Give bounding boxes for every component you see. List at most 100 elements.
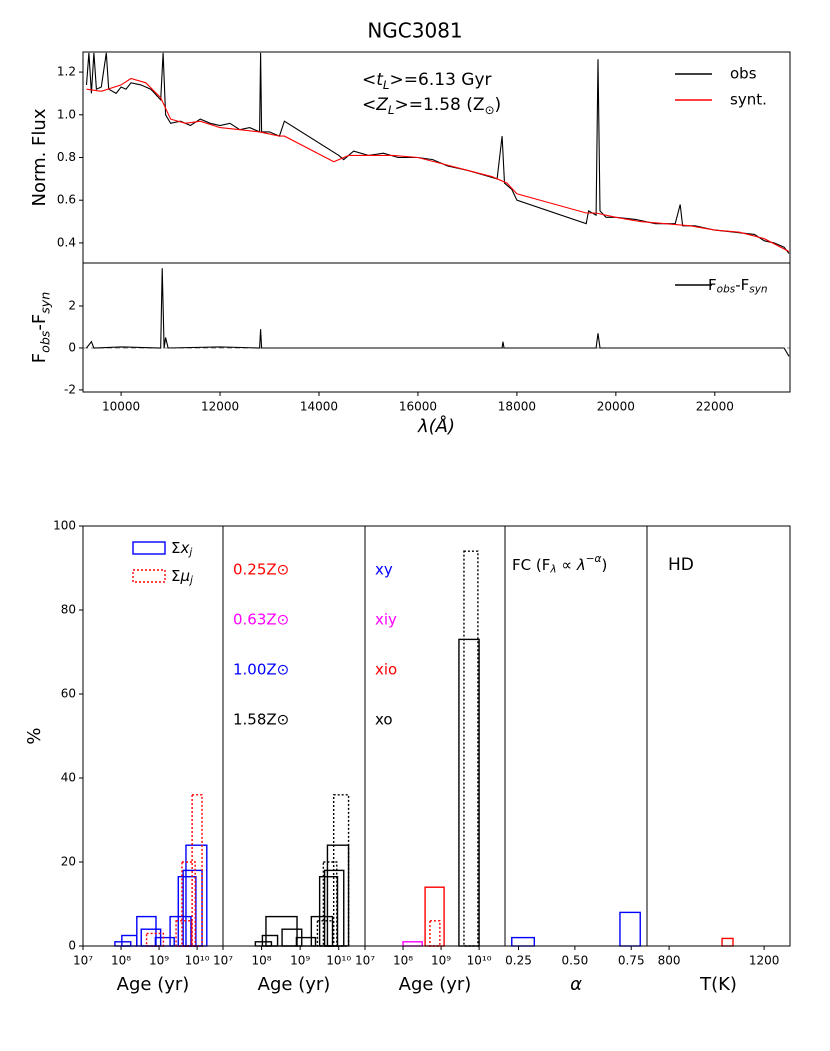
x-axis-label-part: λ(Å) (417, 415, 455, 437)
bar (424, 886, 445, 947)
legend-label-part: j (187, 547, 192, 559)
legend-label-part: -F (735, 276, 749, 294)
x-tick-label: 18000 (498, 400, 536, 414)
bar (458, 638, 480, 947)
x-tick-label: 0.75 (618, 954, 645, 968)
y-tick-label: 60 (61, 687, 76, 701)
annotation-part: < (362, 95, 376, 115)
series-line (86, 268, 790, 357)
x-axis-label: T(K) (699, 974, 737, 995)
panel-label: 0.63Z⊙ (233, 611, 289, 629)
y-axis-label-part: obs (37, 330, 52, 353)
axes-frame (364, 525, 506, 947)
legend-label: Fobs-Fsyn (708, 276, 768, 296)
panel-label: 1.00Z⊙ (233, 661, 289, 679)
axes-frame (82, 262, 791, 393)
panel-label-part: ) (601, 556, 607, 574)
bar (721, 937, 734, 947)
x-tick-label: 10⁹ (290, 954, 310, 968)
bar (295, 936, 317, 947)
legend-label-part: Σ (171, 567, 180, 585)
legend-label-part: obs (717, 284, 736, 296)
annotation-part: L (388, 103, 395, 117)
panel-label-part: −α (586, 553, 602, 565)
legend-label-part: syn (749, 284, 767, 296)
y-tick-label: 2 (68, 299, 76, 313)
bar (402, 941, 423, 947)
legend-label-part: μ (179, 567, 190, 585)
panel-label-part: FC (F (512, 556, 550, 574)
x-tick-label: 0.50 (562, 954, 589, 968)
panel-label-part: ∝ (557, 556, 577, 574)
panel-label: xio (375, 661, 397, 679)
x-axis-label: Age (yr) (399, 974, 472, 995)
legend-label-part: j (188, 575, 193, 587)
bar (429, 920, 441, 947)
legend-label: synt. (730, 91, 767, 109)
annotation-part: >=1.58 (Z (395, 95, 485, 115)
y-axis-label: Fobs-Fsyn (29, 292, 52, 363)
axes-frame (504, 525, 648, 947)
bar (463, 550, 479, 947)
y-tick-label: 40 (61, 771, 76, 785)
x-tick-label: 16000 (399, 400, 437, 414)
x-axis-label: α (570, 974, 582, 995)
bar (191, 794, 203, 947)
x-axis-label: Age (yr) (117, 974, 190, 995)
bar (318, 876, 339, 947)
bar (177, 876, 197, 947)
y-tick-label: 0.6 (57, 193, 76, 207)
bar (121, 934, 138, 947)
y-tick-label: 80 (61, 603, 76, 617)
y-axis-label: % (24, 727, 45, 744)
y-tick-label: 0.8 (57, 150, 76, 164)
y-tick-label: 1.0 (57, 107, 76, 121)
bar (181, 861, 196, 947)
axes-frame (646, 525, 791, 947)
bar (136, 915, 157, 947)
x-tick-label: 12000 (201, 400, 239, 414)
legend-label: Σμj (171, 567, 193, 587)
y-tick-label: 20 (61, 855, 76, 869)
annotation-part: Z (375, 95, 388, 115)
annotation-part: ⊙ (485, 103, 495, 117)
y-tick-label: 0.4 (57, 235, 76, 249)
x-tick-label: 10⁷ (73, 954, 93, 968)
annotation-part: >=6.13 Gyr (390, 70, 492, 90)
panel-label: xiy (375, 611, 397, 629)
panel-label: HD (668, 555, 694, 575)
legend-swatch (132, 569, 166, 583)
bar (154, 936, 175, 947)
panel-label: xo (375, 711, 393, 729)
y-axis-label-part: F (29, 353, 50, 363)
y-tick-label: -2 (64, 382, 76, 396)
panel-label-part: λ (549, 564, 556, 576)
bar (322, 861, 338, 947)
x-tick-label: 20000 (597, 400, 635, 414)
legend-label: obs (730, 65, 757, 83)
x-axis-label: λ(Å) (417, 415, 455, 437)
annotation-part: L (383, 78, 390, 92)
x-tick-label: 10¹⁰ (467, 954, 492, 968)
annotation: <ZL>=1.58 (Z⊙) (362, 95, 501, 117)
x-tick-label: 10⁹ (431, 954, 451, 968)
x-tick-label: 800 (658, 954, 681, 968)
legend-label: Σxj (171, 539, 192, 559)
y-tick-label: 0 (68, 939, 76, 953)
panel-label: xy (375, 561, 393, 579)
y-axis-label: Norm. Flux (29, 108, 50, 206)
x-tick-label: 0.25 (505, 954, 532, 968)
legend-label-part: x (179, 539, 189, 557)
x-tick-label: 10⁹ (149, 954, 169, 968)
bar (619, 911, 641, 947)
x-tick-label: 10⁷ (355, 954, 375, 968)
x-tick-label: 10⁷ (213, 954, 233, 968)
x-tick-label: 10⁸ (111, 954, 131, 968)
chart-title: NGC3081 (367, 19, 462, 43)
y-axis-label-part: syn (37, 292, 52, 314)
x-tick-label: 14000 (300, 400, 338, 414)
legend-label-part: F (708, 276, 717, 294)
series-line (86, 77, 790, 252)
x-axis-label: Age (yr) (258, 974, 331, 995)
